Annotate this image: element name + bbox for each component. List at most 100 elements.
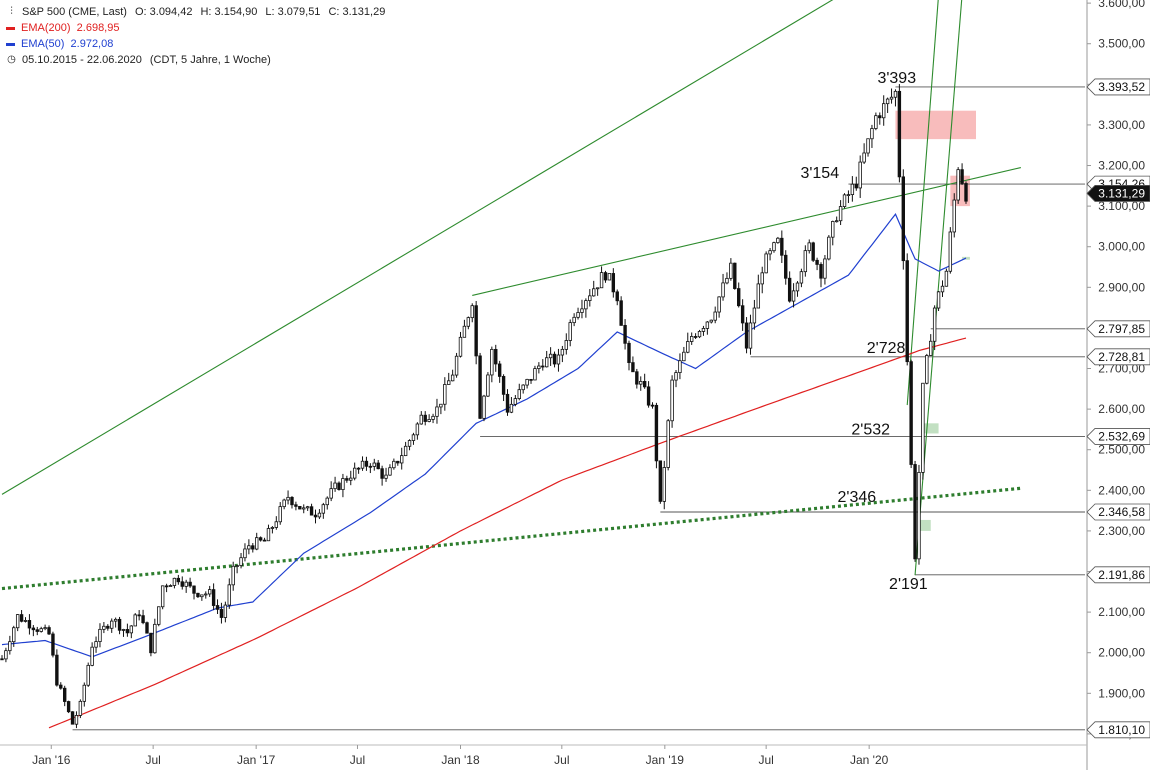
candle-body bbox=[960, 169, 964, 184]
right-tag-6: 2.191,86 bbox=[1086, 566, 1150, 584]
candle-95 bbox=[372, 458, 376, 471]
y-tick-label-8: 2.600,00 bbox=[1098, 402, 1145, 416]
trend-line-0 bbox=[1, 0, 834, 495]
candle-140 bbox=[548, 347, 553, 366]
candle-body bbox=[831, 221, 835, 238]
candle-body bbox=[419, 414, 424, 425]
candle-body bbox=[149, 632, 153, 654]
candle-119 bbox=[466, 316, 471, 330]
candle-body bbox=[110, 620, 114, 629]
candle-body bbox=[396, 460, 400, 464]
candle-121 bbox=[474, 301, 478, 365]
candle-body bbox=[948, 231, 953, 272]
candle-102 bbox=[400, 447, 404, 470]
candle-body bbox=[337, 482, 341, 490]
candle-body bbox=[368, 465, 373, 468]
candle-body bbox=[623, 324, 627, 344]
y-tick-label-15: 3.300,00 bbox=[1098, 118, 1145, 132]
candle-71 bbox=[278, 502, 282, 525]
range-info: (CDT, 5 Jahre, 1 Woche) bbox=[149, 54, 271, 66]
candle-body bbox=[795, 282, 800, 292]
candle-151 bbox=[592, 280, 596, 297]
candle-body bbox=[772, 242, 776, 252]
candle-body bbox=[219, 608, 224, 618]
candle-body bbox=[878, 115, 882, 119]
candle-body bbox=[55, 654, 59, 686]
candle-body bbox=[952, 199, 956, 233]
candle-body bbox=[850, 183, 855, 195]
candle-174 bbox=[682, 346, 686, 362]
candle-body bbox=[66, 701, 71, 713]
candle-body bbox=[15, 614, 20, 629]
candle-47 bbox=[184, 579, 188, 593]
candle-body bbox=[497, 363, 502, 377]
candle-129 bbox=[505, 389, 510, 416]
instrument-title: S&P 500 (CME, Last) bbox=[22, 6, 127, 18]
candle-body bbox=[925, 355, 929, 384]
candle-182 bbox=[713, 306, 717, 324]
candle-body bbox=[113, 618, 118, 622]
candle-79 bbox=[309, 503, 314, 516]
right-tag-box bbox=[1086, 566, 1150, 584]
candle-157 bbox=[615, 289, 619, 306]
candle-body bbox=[184, 581, 188, 587]
candle-body bbox=[341, 478, 345, 490]
candle-body bbox=[501, 376, 506, 395]
candle-223 bbox=[874, 112, 878, 131]
candle-body bbox=[298, 505, 302, 510]
candle-body bbox=[74, 715, 79, 725]
candle-170 bbox=[666, 419, 670, 471]
candle-244 bbox=[956, 167, 960, 204]
candle-187 bbox=[733, 262, 737, 290]
candle-body bbox=[611, 273, 616, 293]
candle-150 bbox=[588, 289, 592, 307]
candle-30 bbox=[117, 616, 122, 635]
candle-body bbox=[478, 355, 482, 419]
candle-body bbox=[352, 467, 357, 479]
candle-body bbox=[431, 415, 435, 420]
candle-body bbox=[776, 237, 780, 244]
ohlc-close-label: C: bbox=[328, 6, 340, 18]
candle-169 bbox=[662, 460, 666, 510]
ohlc-close-value: 3.131,29 bbox=[342, 6, 386, 18]
candle-body bbox=[427, 419, 431, 422]
candle-body bbox=[635, 371, 639, 385]
y-tick-label-2: 2.000,00 bbox=[1098, 646, 1145, 660]
candle-24 bbox=[94, 636, 98, 653]
candle-body bbox=[12, 627, 16, 643]
candle-body bbox=[533, 368, 537, 381]
candle-193 bbox=[756, 274, 761, 309]
candle-103 bbox=[403, 441, 408, 457]
candle-body bbox=[870, 128, 874, 140]
candle-body bbox=[917, 472, 921, 560]
candle-200 bbox=[784, 250, 788, 285]
candle-body bbox=[866, 138, 870, 154]
candle-184 bbox=[721, 273, 725, 301]
candle-133 bbox=[521, 384, 525, 394]
price-label-0: 3'393 bbox=[877, 70, 916, 87]
candle-body bbox=[929, 340, 933, 356]
candle-body bbox=[435, 406, 439, 417]
chart-legend: ⫶ S&P 500 (CME, Last) O: 3.094,42 H: 3.1… bbox=[6, 4, 385, 68]
candle-body bbox=[901, 176, 906, 262]
candle-body bbox=[592, 288, 596, 297]
ohlc-low-label: L: bbox=[265, 6, 275, 18]
candle-86 bbox=[337, 481, 341, 491]
candle-body bbox=[388, 467, 392, 476]
candle-body bbox=[944, 270, 949, 287]
candle-56 bbox=[219, 602, 224, 624]
candle-202 bbox=[791, 283, 796, 308]
candle-239 bbox=[936, 290, 941, 312]
candle-body bbox=[744, 322, 749, 349]
candle-body bbox=[192, 585, 196, 594]
candle-224 bbox=[878, 112, 882, 125]
candle-body bbox=[317, 512, 322, 518]
candle-body bbox=[78, 700, 83, 716]
candle-body bbox=[846, 194, 851, 196]
candle-149 bbox=[584, 298, 588, 318]
candle-body bbox=[333, 482, 337, 490]
candle-156 bbox=[611, 268, 616, 298]
right-tag-text: 2.797,85 bbox=[1098, 322, 1145, 336]
candle-94 bbox=[368, 463, 373, 474]
